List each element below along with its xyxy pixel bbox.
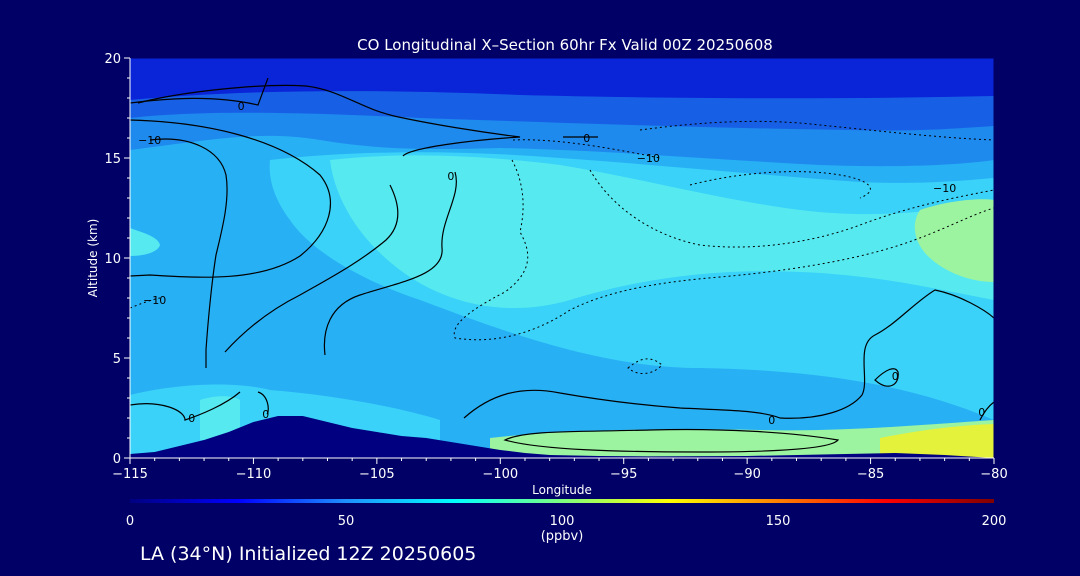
x-tick-label: −90 xyxy=(733,467,760,482)
x-axis-label: Longitude xyxy=(532,483,592,497)
plot-area: 0 −10 0 −10 0 −10 −10 0 0 0 0 0 xyxy=(130,58,994,458)
colorbar-tick-label: 50 xyxy=(338,514,355,529)
y-tick-label: 20 xyxy=(104,52,121,67)
colorbar xyxy=(130,499,994,503)
colorbar-units: (ppbv) xyxy=(541,529,584,544)
x-tick-label: −95 xyxy=(610,467,637,482)
colorbar-ticks: 0 50 100 150 200 xyxy=(126,514,1007,529)
y-tick-label: 5 xyxy=(113,352,121,367)
x-tick-label: −80 xyxy=(980,467,1007,482)
contour-label: −10 xyxy=(138,134,161,147)
y-axis-label: Altitude (km) xyxy=(86,219,100,298)
contour-label: 0 xyxy=(447,170,454,183)
contour-label: 0 xyxy=(238,100,245,113)
y-axis: 0 5 10 15 20 xyxy=(104,52,130,467)
contour-label: 0 xyxy=(892,370,899,383)
contour-label: 0 xyxy=(978,406,985,419)
x-tick-label: −100 xyxy=(482,467,518,482)
footer-caption: LA (34°N) Initialized 12Z 20250605 xyxy=(140,543,476,565)
colorbar-tick-label: 100 xyxy=(550,514,575,529)
y-tick-label: 0 xyxy=(113,452,121,467)
contour-label: 0 xyxy=(188,412,195,425)
contour-label: −10 xyxy=(637,152,660,165)
contour-label: 0 xyxy=(262,408,269,421)
contour-label: 0 xyxy=(768,414,775,427)
contour-label: −10 xyxy=(143,294,166,307)
x-tick-label: −115 xyxy=(112,467,148,482)
x-axis: −115 −110 −105 −100 −95 −90 −85 −80 xyxy=(112,458,1008,482)
y-tick-label: 10 xyxy=(104,252,121,267)
x-tick-label: −85 xyxy=(857,467,884,482)
filled-contours xyxy=(130,58,994,458)
y-tick-label: 15 xyxy=(104,152,121,167)
contour-label: −10 xyxy=(933,182,956,195)
colorbar-tick-label: 0 xyxy=(126,514,134,529)
colorbar-tick-label: 200 xyxy=(982,514,1007,529)
x-tick-label: −105 xyxy=(359,467,395,482)
chart-title: CO Longitudinal X–Section 60hr Fx Valid … xyxy=(357,36,773,54)
colorbar-tick-label: 150 xyxy=(766,514,791,529)
contour-label: 0 xyxy=(583,132,590,145)
x-tick-label: −110 xyxy=(236,467,272,482)
